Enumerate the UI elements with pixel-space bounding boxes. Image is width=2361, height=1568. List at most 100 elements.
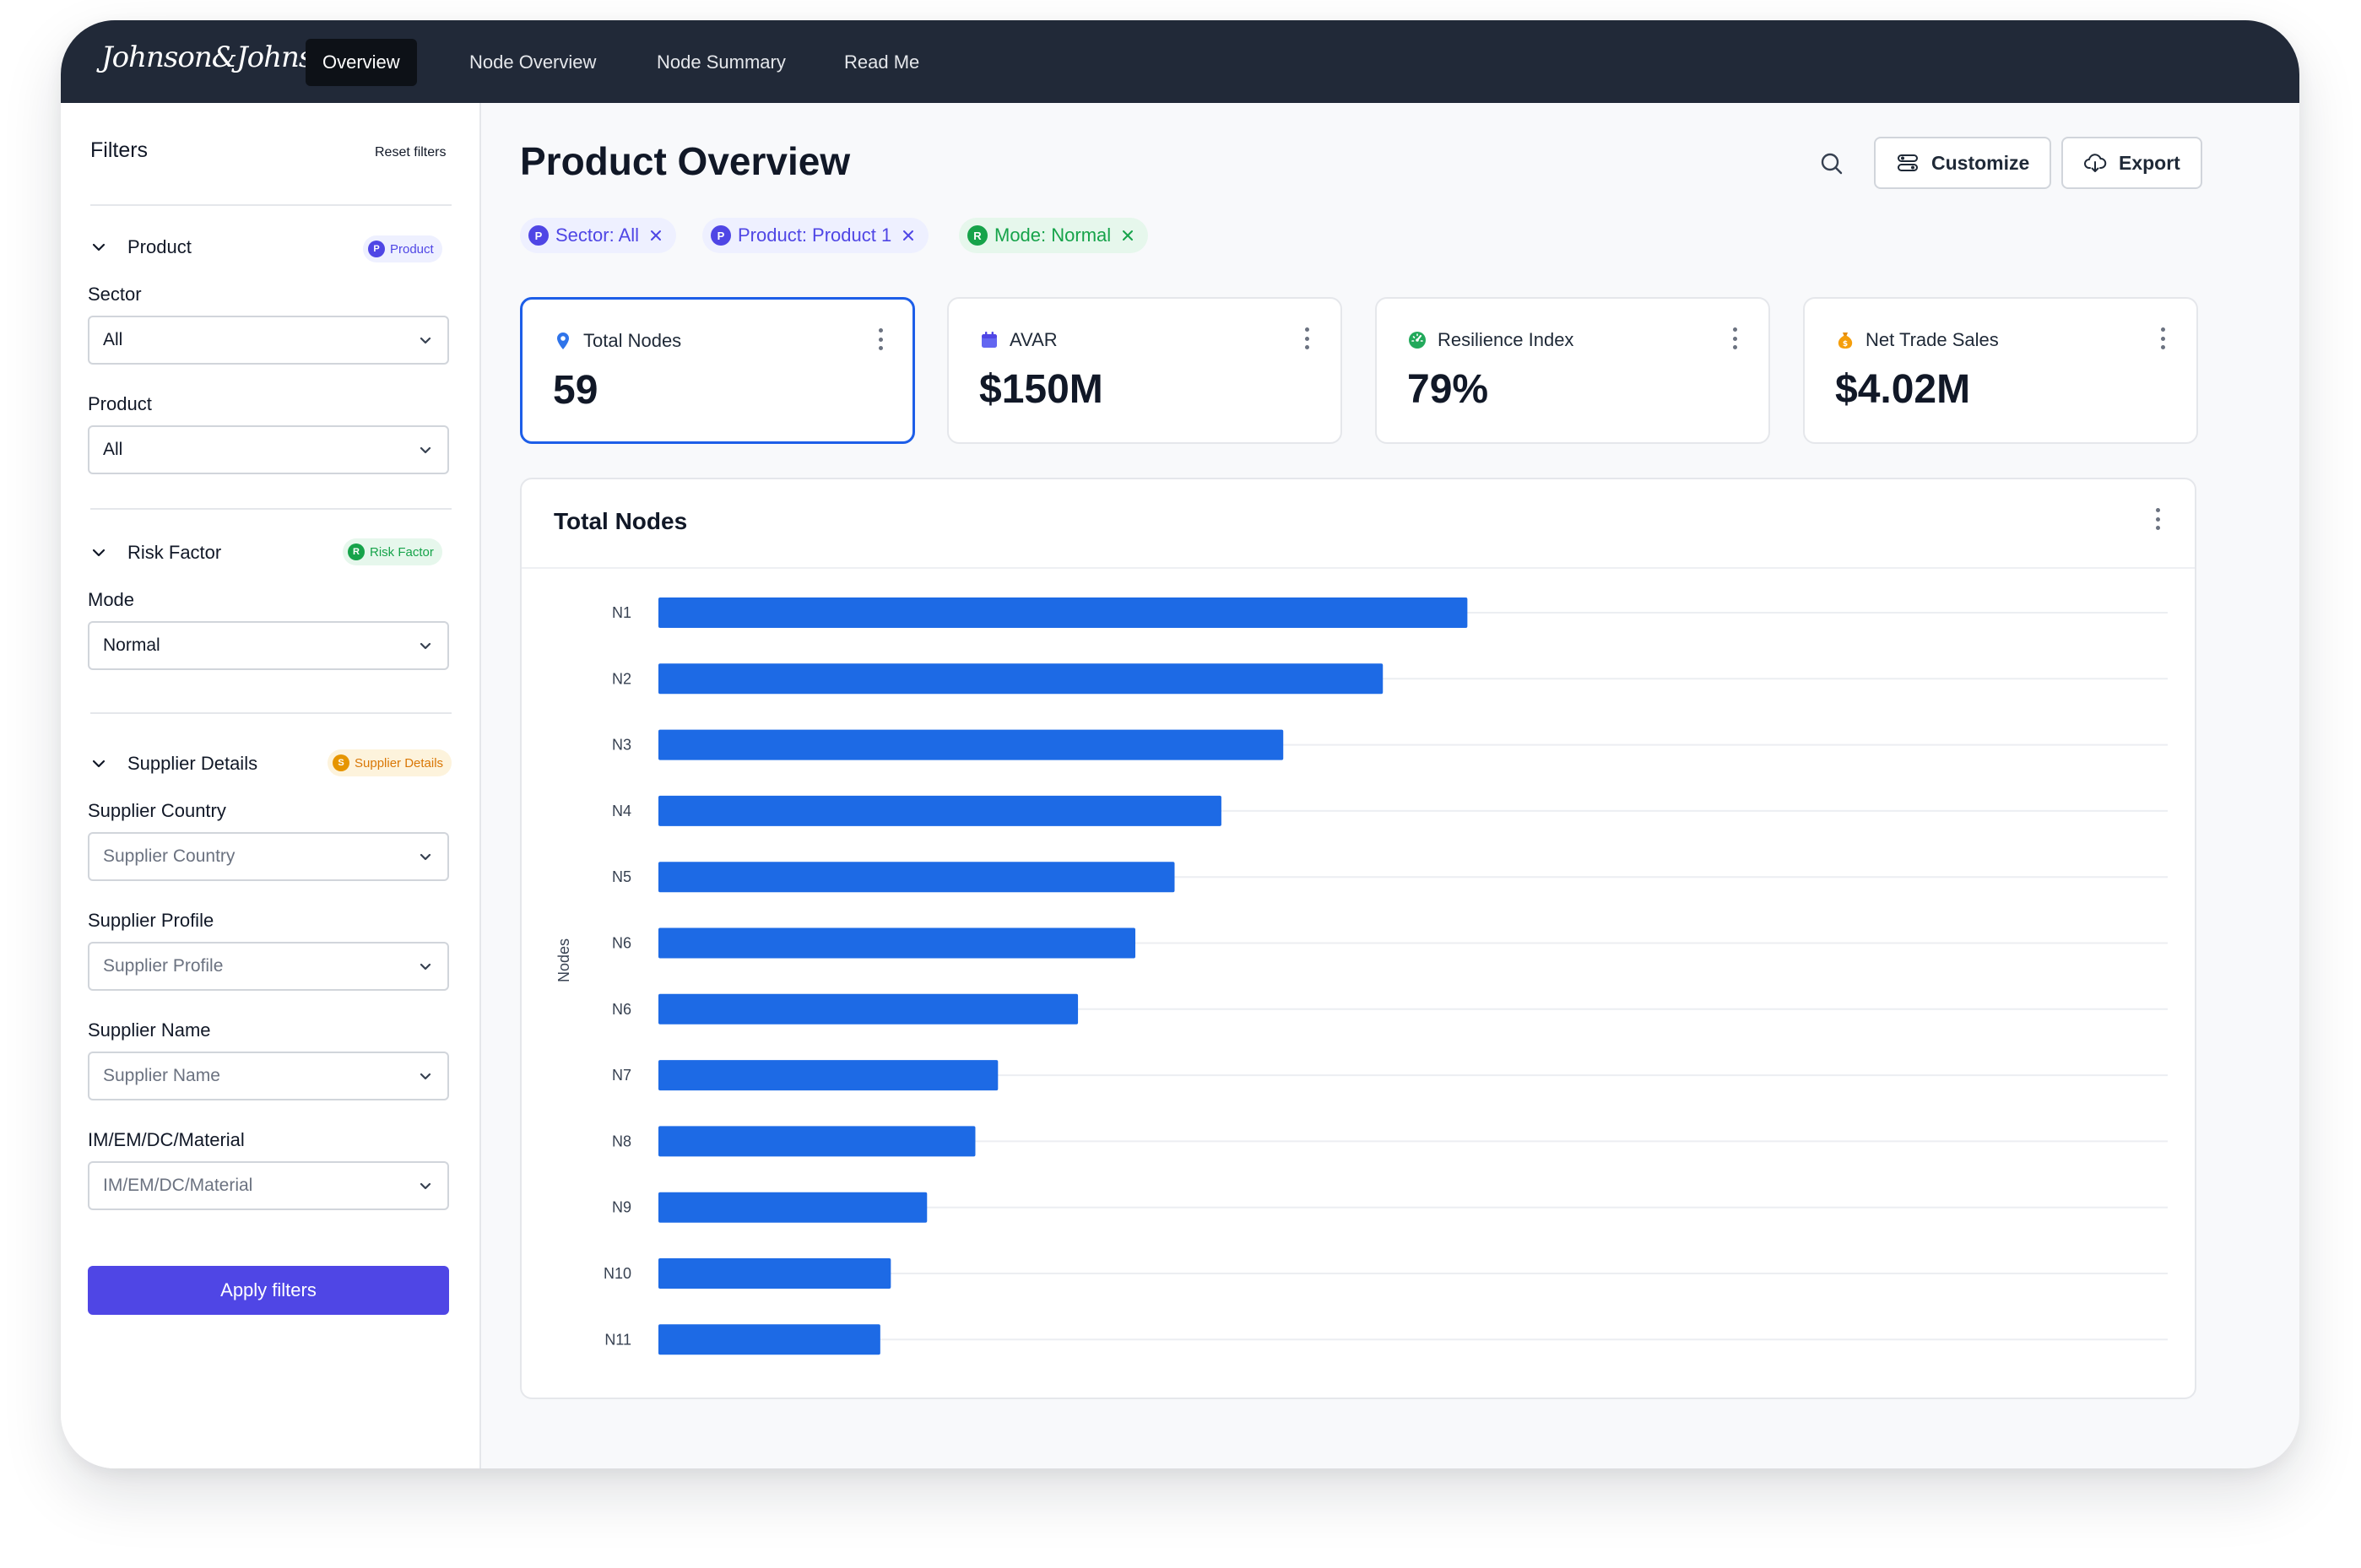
customize-button[interactable]: Customize [1874,137,2052,189]
kpi-value: $150M [979,367,1103,412]
chip-label: Sector: All [555,224,640,246]
reset-filters-link[interactable]: Reset filters [375,145,447,160]
kebab-menu-icon[interactable] [874,325,887,354]
divider [90,712,452,714]
tick-label: N4 [612,803,631,819]
product-label: Product [88,393,152,414]
export-button[interactable]: Export [2061,137,2202,189]
mode-select[interactable]: Normal [88,621,449,670]
risk-factor-badge: R Risk Factor [343,538,442,565]
product-badge: P Product [363,235,442,262]
supplier-country-label: Supplier Country [88,800,226,821]
mode-value: Normal [103,635,160,655]
bar[interactable] [658,1192,928,1223]
page-title: Product Overview [520,139,851,183]
section-toggle-supplier-details[interactable]: Supplier Details [90,751,257,776]
bar[interactable] [658,1060,999,1091]
chart-title: Total Nodes [554,508,688,534]
customize-label: Customize [1931,151,2030,174]
badge-label: Supplier Details [355,755,444,770]
bar[interactable] [658,729,1284,760]
bar[interactable] [658,1324,880,1355]
close-icon[interactable] [649,229,663,242]
sliders-icon [1898,154,1918,171]
chevron-down-icon [92,760,106,768]
bar[interactable] [658,993,1079,1025]
top-navigation-bar: Johnson&Johnson Overview Node Overview N… [61,20,2299,103]
active-filter-sector[interactable]: P Sector: All [520,218,677,253]
close-icon[interactable] [1121,229,1134,242]
bar[interactable] [658,1126,976,1157]
divider [90,204,452,206]
kebab-menu-icon[interactable] [1728,324,1741,353]
close-icon[interactable] [902,229,915,242]
supplier-profile-select[interactable]: Supplier Profile [88,942,449,991]
search-icon [1821,153,1843,175]
tab-overview[interactable]: Overview [306,39,417,86]
kebab-menu-icon[interactable] [1300,324,1313,353]
bar[interactable] [658,862,1175,893]
cloud-download-icon [2084,154,2107,172]
section-toggle-product[interactable]: Product [90,235,192,260]
supplier-country-select[interactable]: Supplier Country [88,832,449,881]
tick-label: N9 [612,1199,631,1216]
supplier-profile-label: Supplier Profile [88,910,214,931]
chip-label: Mode: Normal [994,224,1112,246]
supplier-name-select[interactable]: Supplier Name [88,1052,449,1100]
sector-select[interactable]: All [88,316,449,365]
section-toggle-risk-factor[interactable]: Risk Factor [90,540,221,565]
badge-letter: P [368,241,385,257]
badge-letter: R [348,543,365,560]
tick-label: N10 [604,1265,631,1282]
kpi-value: 59 [553,368,598,413]
material-select[interactable]: IM/EM/DC/Material [88,1161,449,1210]
bar[interactable] [658,795,1221,826]
chevron-down-icon [420,446,431,454]
kpi-value: $4.02M [1835,367,1971,412]
supplier-country-placeholder: Supplier Country [103,846,236,866]
sector-value: All [103,330,123,349]
kpi-label: Total Nodes [583,330,682,351]
bar[interactable] [658,927,1136,959]
tick-label: N2 [612,670,631,687]
chip-letter: P [711,225,731,246]
kpi-label: Resilience Index [1438,329,1574,350]
chevron-down-icon [420,963,431,971]
kebab-menu-icon[interactable] [2156,324,2169,353]
supplier-profile-placeholder: Supplier Profile [103,956,224,976]
filters-title: Filters [90,138,149,162]
chevron-down-icon [92,549,106,557]
search-button[interactable] [1815,147,1849,181]
supplier-name-placeholder: Supplier Name [103,1066,220,1085]
tick-label: N3 [612,737,631,754]
kpi-label: Net Trade Sales [1866,329,1999,350]
bar[interactable] [658,1258,891,1289]
apply-filters-button[interactable]: Apply filters [88,1266,449,1315]
chevron-down-icon [420,1073,431,1080]
bar[interactable] [658,663,1384,695]
chip-label: Product: Product 1 [738,224,892,246]
chevron-down-icon [420,337,431,344]
tab-node-summary[interactable]: Node Summary [657,51,786,73]
badge-letter: S [333,754,349,771]
active-filter-mode[interactable]: R Mode: Normal [959,218,1149,253]
total-nodes-chart-card: Total Nodes Nodes N1 N2 N3 N4 N5 N6 N6 N7 N8 N9 N10… [520,478,2196,1399]
filters-sidebar: Filters Reset filters Product P Product … [61,103,481,1468]
tab-node-overview[interactable]: Node Overview [469,51,597,73]
active-filter-product[interactable]: P Product: Product 1 [702,218,929,253]
chevron-down-icon [420,642,431,650]
money-bag-icon: $ [1838,333,1853,349]
kpi-card-net-trade-sales[interactable]: $ Net Trade Sales $4.02M [1803,297,2198,444]
sector-label: Sector [88,284,142,305]
kpi-card-avar[interactable]: AVAR $150M [947,297,1342,444]
material-placeholder: IM/EM/DC/Material [103,1176,253,1195]
chevron-down-icon [92,243,106,251]
tick-label: N1 [612,604,631,621]
bar[interactable] [658,597,1468,628]
tab-read-me[interactable]: Read Me [844,51,920,73]
kpi-card-resilience-index[interactable]: Resilience Index 79% [1375,297,1770,444]
product-select[interactable]: All [88,425,449,474]
kpi-card-total-nodes[interactable]: Total Nodes 59 [520,297,915,444]
chip-letter: R [967,225,988,246]
kebab-menu-icon[interactable] [2151,505,2164,533]
